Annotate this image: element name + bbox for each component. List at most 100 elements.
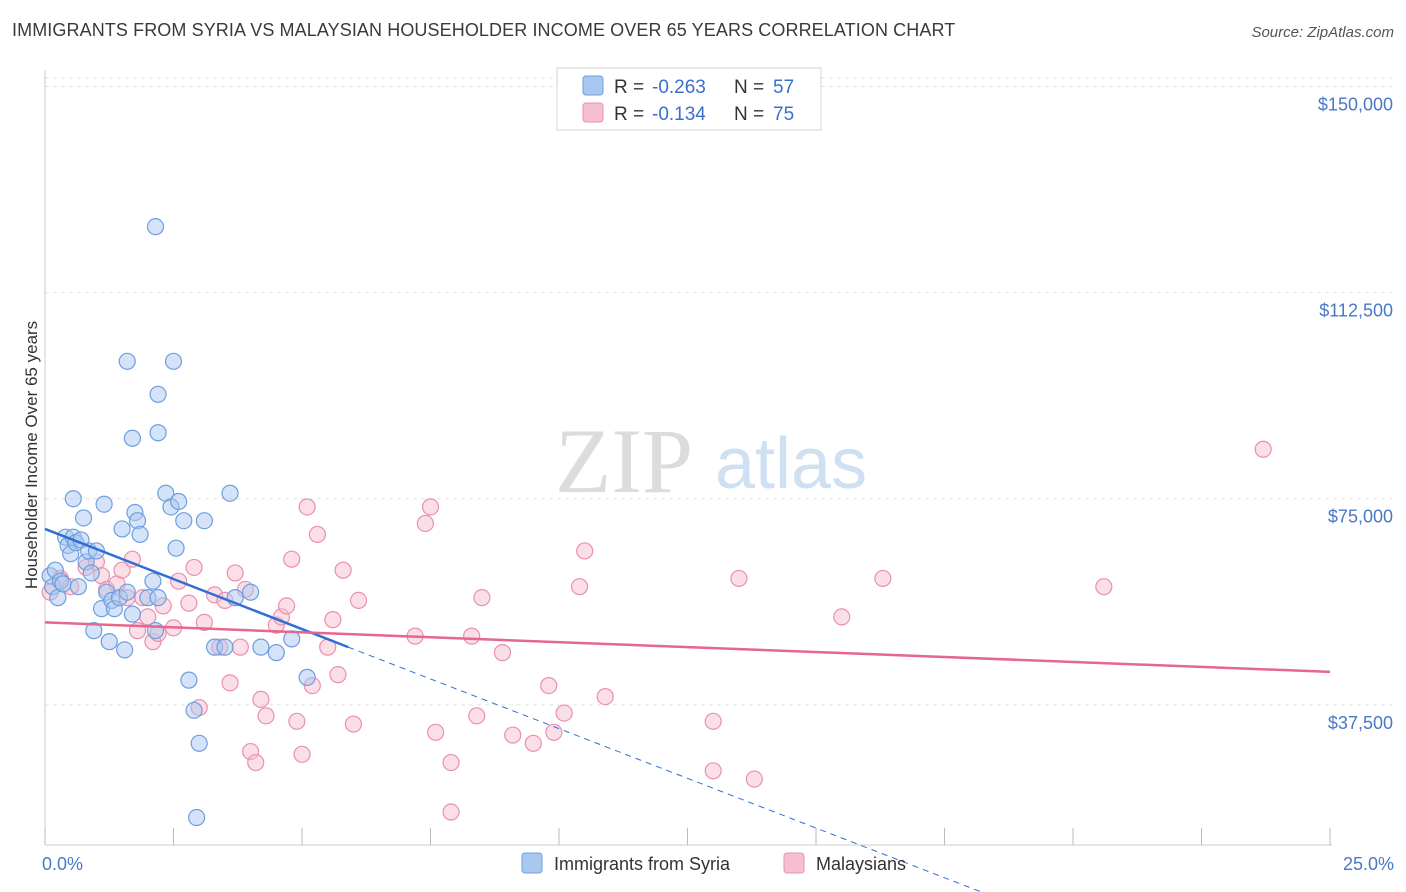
malaysians-point-32 xyxy=(252,690,270,708)
bottom-legend-label-malaysians: Malaysians xyxy=(816,854,906,874)
y-tick-label-0: $37,500 xyxy=(1328,713,1393,733)
malaysians-point-56 xyxy=(468,707,486,725)
syria-point-34 xyxy=(144,572,162,590)
x-tick-label-min: 0.0% xyxy=(42,854,83,874)
malaysians-point-51 xyxy=(421,498,440,516)
malaysians-point-58 xyxy=(493,644,512,662)
malaysians-point-55 xyxy=(463,627,481,645)
syria-point-20 xyxy=(95,495,113,513)
malaysians-point-36 xyxy=(277,597,296,615)
malaysians-point-20 xyxy=(185,558,203,577)
malaysians-point-31 xyxy=(247,753,265,772)
y-tick-label-1: $75,000 xyxy=(1328,507,1393,527)
malaysians-trend-line xyxy=(44,621,1331,674)
syria-point-42 xyxy=(180,671,198,689)
syria-point-13 xyxy=(74,509,93,527)
legend-malay-r-label: R = xyxy=(614,104,644,125)
malaysians-point-47 xyxy=(344,715,362,733)
y-tick-labels: $37,500 $75,000 $112,500 $150,000 xyxy=(1318,94,1393,732)
legend-malay-n-value: 75 xyxy=(773,104,794,125)
malaysians-point-22 xyxy=(195,613,213,631)
syria-point-35 xyxy=(146,622,165,640)
legend-syria-n-value: 57 xyxy=(773,77,794,98)
malaysians-point-68 xyxy=(704,762,722,780)
malaysians-point-64 xyxy=(570,578,589,596)
bottom-legend-label-syria: Immigrants from Syria xyxy=(554,854,731,874)
syria-point-48 xyxy=(221,484,239,502)
malaysians-point-54 xyxy=(442,803,460,821)
x-tick-label-max: 25.0% xyxy=(1343,854,1394,874)
malaysians-point-69 xyxy=(730,569,748,588)
axes xyxy=(44,70,1332,846)
trend-lines xyxy=(44,527,1331,892)
malaysians-point-37 xyxy=(283,550,301,568)
malaysians-point-70 xyxy=(745,770,763,788)
syria-point-5 xyxy=(54,575,72,593)
syria-point-58 xyxy=(123,429,141,447)
legend-syria-r-label: R = xyxy=(614,77,644,98)
legend-malay-r-value: -0.134 xyxy=(652,104,706,125)
malaysians-point-72 xyxy=(874,569,892,588)
syria-point-41 xyxy=(175,512,193,530)
malaysians-point-42 xyxy=(308,525,327,544)
syria-point-62 xyxy=(64,490,82,508)
malaysians-point-8 xyxy=(113,561,131,579)
watermark-zip: ZIP xyxy=(555,410,693,512)
syria-point-43 xyxy=(185,701,203,719)
syria-point-29 xyxy=(123,605,141,623)
syria-point-55 xyxy=(118,352,136,370)
legend-box: R = -0.263 N = 57 R = -0.134 N = 75 xyxy=(556,67,822,131)
syria-point-40 xyxy=(170,492,188,511)
malaysians-point-52 xyxy=(427,723,445,741)
legend-swatch-syria xyxy=(582,75,604,96)
syria-point-36 xyxy=(149,589,167,607)
malaysians-point-67 xyxy=(704,712,722,730)
syria-point-28 xyxy=(118,583,136,601)
malaysians-point-27 xyxy=(226,564,244,582)
syria-point-39 xyxy=(167,539,185,557)
series-syria-points xyxy=(41,218,316,827)
syria-point-47 xyxy=(216,638,234,656)
malaysians-point-74 xyxy=(1254,440,1272,458)
legend-swatch-malaysians xyxy=(582,102,604,123)
bottom-legend-swatch-syria xyxy=(521,852,543,874)
malaysians-point-40 xyxy=(298,498,316,516)
malaysians-point-63 xyxy=(555,704,573,722)
syria-point-26 xyxy=(113,520,131,538)
y-tick-label-3: $150,000 xyxy=(1318,94,1393,114)
malaysians-point-26 xyxy=(221,674,239,692)
syria-point-50 xyxy=(242,583,260,601)
syria-trend-extension xyxy=(348,646,983,892)
malaysians-point-45 xyxy=(329,666,347,684)
source-credit: Source: ZipAtlas.com xyxy=(1251,24,1394,41)
chart-title: IMMIGRANTS FROM SYRIA VS MALAYSIAN HOUSE… xyxy=(12,20,956,40)
malaysians-point-28 xyxy=(231,638,249,656)
bottom-legend: Immigrants from Syria Malaysians xyxy=(521,852,906,874)
y-tick-label-2: $112,500 xyxy=(1319,301,1393,321)
malaysians-point-46 xyxy=(334,561,352,579)
malaysians-point-38 xyxy=(288,712,306,730)
syria-point-61 xyxy=(188,808,206,827)
malaysians-point-39 xyxy=(293,745,311,763)
malaysians-point-65 xyxy=(576,542,594,560)
syria-trend-line xyxy=(44,527,349,649)
legend-syria-r-value: -0.263 xyxy=(652,77,706,98)
syria-point-17 xyxy=(85,622,103,640)
syria-point-22 xyxy=(100,633,118,651)
malaysians-point-48 xyxy=(349,591,368,610)
malaysians-point-61 xyxy=(540,677,558,695)
malaysians-point-53 xyxy=(442,753,460,772)
syria-point-16 xyxy=(82,564,100,582)
malaysians-point-59 xyxy=(504,726,522,744)
syria-point-56 xyxy=(164,352,183,370)
syria-point-60 xyxy=(146,218,165,236)
malaysians-point-71 xyxy=(833,608,851,626)
malaysians-point-66 xyxy=(596,687,614,706)
malaysians-point-50 xyxy=(416,514,434,533)
syria-point-54 xyxy=(298,668,316,686)
malaysians-point-19 xyxy=(180,594,198,612)
syria-point-57 xyxy=(149,385,167,403)
gridlines xyxy=(45,77,1392,706)
bottom-legend-swatch-malaysians xyxy=(783,852,805,874)
